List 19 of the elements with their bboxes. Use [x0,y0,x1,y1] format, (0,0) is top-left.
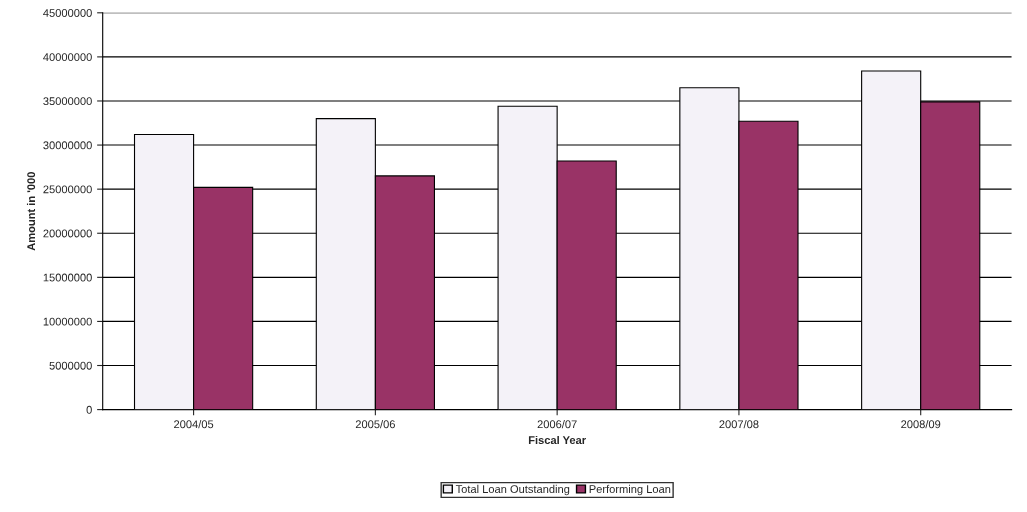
y-tick-label: 25000000 [43,185,92,194]
x-tick-label: 2005/06 [355,420,395,429]
x-tick-label: 2006/07 [537,420,577,429]
legend-label: Performing Loan [589,484,671,496]
y-tick-label: 30000000 [43,141,92,150]
x-tick-label: 2007/08 [719,420,759,429]
y-tick-label: 15000000 [43,273,92,282]
y-tick-label: 5000000 [49,361,92,370]
y-tick-label: 10000000 [43,317,92,326]
legend-label: Total Loan Outstanding [455,484,570,496]
y-tick-label: 35000000 [43,97,92,106]
x-axis-title: Fiscal Year [528,435,586,445]
y-tick-label: 0 [86,405,92,414]
x-tick-label: 2004/05 [174,420,214,429]
y-tick-label: 45000000 [43,9,92,17]
y-tick-label: 20000000 [43,229,92,238]
y-tick-label: 40000000 [43,53,92,62]
x-tick-label: 2008/09 [901,420,941,429]
y-axis-title: Amount in '000 [26,172,36,251]
